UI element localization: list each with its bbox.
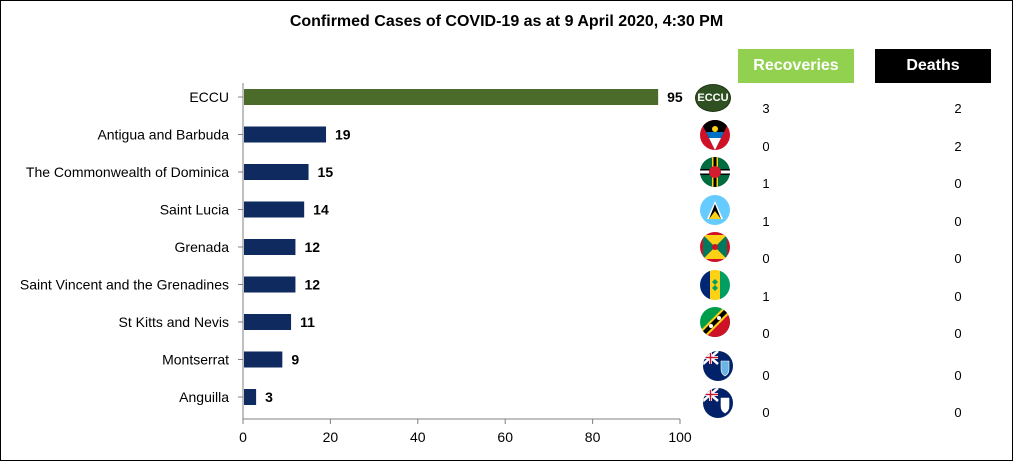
dominica-flag-icon [700,157,730,187]
anguilla-flag-icon [703,388,733,418]
bar [244,89,659,105]
x-tick-label: 40 [410,429,426,445]
recoveries-value: 0 [762,326,770,341]
grenada-flag-icon [700,232,730,262]
x-tick-label: 80 [585,429,601,445]
deaths-value: 2 [954,138,962,154]
deaths-value: 0 [954,213,962,229]
eccu-flag-icon: ECCU [695,84,731,112]
data-label: 12 [304,239,320,255]
bar [244,239,296,255]
saint-lucia-flag-icon [700,194,730,225]
recoveries-value: 3 [762,101,770,116]
recoveries-header: Recoveries [738,49,854,83]
category-label: Antigua and Barbuda [97,127,229,143]
deaths-header: Deaths [875,49,991,83]
x-tick-label: 60 [497,429,513,445]
data-label: 15 [318,164,334,180]
bar [244,351,283,368]
data-label: 19 [335,127,351,143]
data-label: 3 [265,389,273,405]
deaths-value: 0 [954,251,962,266]
category-label: Saint Vincent and the Grenadines [20,277,229,293]
bar [244,389,257,405]
x-tick-label: 100 [668,429,692,445]
data-label: 11 [300,314,315,330]
bar [244,314,292,330]
category-label: Saint Lucia [160,202,229,218]
data-label: 95 [667,89,683,105]
st-vincent-flag-icon [700,269,730,300]
deaths-value: 0 [954,405,962,420]
recoveries-value: 1 [762,176,770,191]
data-label: 14 [313,202,329,218]
category-label: Montserrat [162,352,229,368]
bar [244,126,327,143]
chart-title: Confirmed Cases of COVID-19 as at 9 Apri… [289,13,724,30]
category-label: The Commonwealth of Dominica [26,164,229,180]
data-label: 9 [291,352,299,368]
antigua-flag-icon [700,119,730,150]
x-tick-label: 20 [323,429,339,445]
recoveries-value: 1 [762,213,770,229]
deaths-value: 0 [954,176,962,191]
deaths-value: 2 [954,101,962,116]
st-kitts-flag-icon [700,307,730,337]
category-label: ECCU [189,89,229,105]
recoveries-value: 0 [762,405,770,420]
category-label: Anguilla [179,389,229,405]
deaths-value: 0 [954,288,962,304]
category-label: Grenada [175,239,230,255]
x-tick-label: 0 [239,429,247,445]
recoveries-value: 1 [762,288,770,304]
recoveries-value: 0 [762,367,770,383]
deaths-value: 0 [954,326,962,341]
bar [244,276,296,293]
recoveries-value: 0 [762,251,770,266]
recoveries-value: 0 [762,138,770,154]
bar [244,201,305,218]
category-label: St Kitts and Nevis [119,314,230,330]
bar [244,164,309,180]
montserrat-flag-icon [703,350,733,381]
deaths-value: 0 [954,367,962,383]
data-label: 12 [304,277,320,293]
